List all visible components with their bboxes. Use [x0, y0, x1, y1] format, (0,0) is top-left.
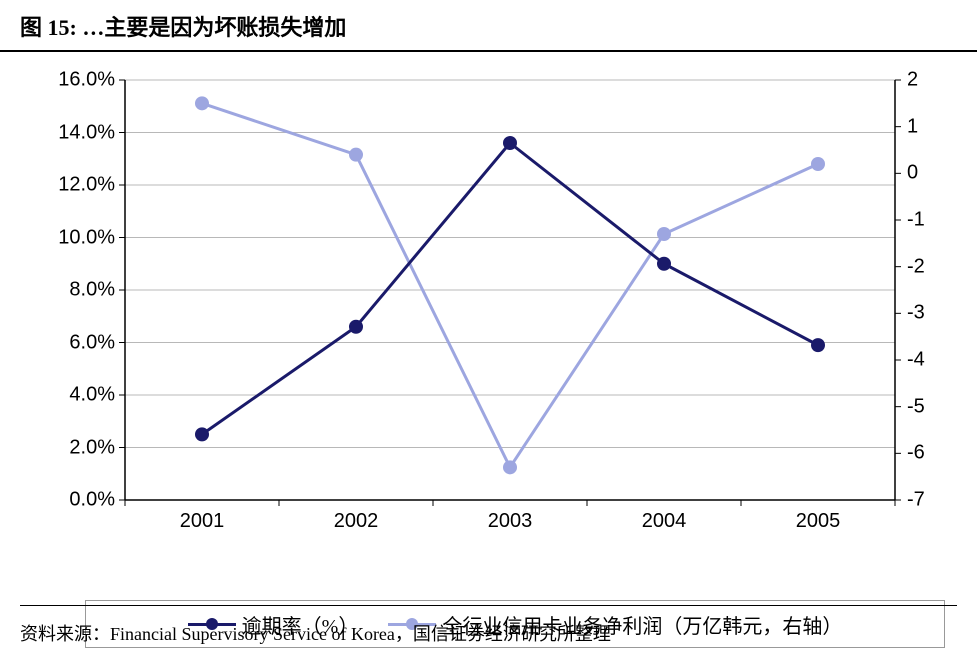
- y-left-tick-label: 8.0%: [69, 279, 115, 302]
- y-right-tick-label: 1: [907, 115, 918, 138]
- y-left-tick-label: 14.0%: [58, 121, 115, 144]
- y-left-tick-label: 4.0%: [69, 384, 115, 407]
- y-right-tick-label: -7: [907, 489, 925, 512]
- figure-title: 图 15: …主要是因为坏账损失增加: [20, 15, 346, 40]
- y-left-tick-label: 12.0%: [58, 174, 115, 197]
- x-tick-label: 2002: [334, 510, 379, 533]
- y-right-tick-label: 0: [907, 162, 918, 185]
- y-right-tick-label: 2: [907, 69, 918, 92]
- y-right-tick-label: -5: [907, 395, 925, 418]
- footer-divider: [20, 605, 957, 606]
- footer-source: 资料来源：Financial Supervisory Service of Ko…: [20, 620, 611, 646]
- title-bar: 图 15: …主要是因为坏账损失增加: [0, 0, 977, 52]
- y-left-tick-label: 2.0%: [69, 436, 115, 459]
- y-left-tick-label: 6.0%: [69, 331, 115, 354]
- y-right-tick-label: -2: [907, 255, 925, 278]
- chart-area: 0.0% 2.0% 4.0% 6.0% 8.0% 10.0% 12.0% 14.0% 16.0%…: [30, 60, 950, 580]
- x-tick-label: 2005: [796, 510, 841, 533]
- x-tick-label: 2004: [642, 510, 687, 533]
- chart-svg: [30, 60, 950, 580]
- y-right-tick-label: -3: [907, 302, 925, 325]
- y-left-tick-label: 16.0%: [58, 69, 115, 92]
- x-tick-label: 2001: [180, 510, 225, 533]
- x-tick-label: 2003: [488, 510, 533, 533]
- y-left-tick-label: 0.0%: [69, 489, 115, 512]
- figure-container: 图 15: …主要是因为坏账损失增加 0.0% 2.0% 4.0% 6.0% 8.0% 1…: [0, 0, 977, 661]
- y-right-tick-label: -4: [907, 349, 925, 372]
- y-left-tick-label: 10.0%: [58, 226, 115, 249]
- y-right-tick-label: -6: [907, 442, 925, 465]
- y-right-tick-label: -1: [907, 209, 925, 232]
